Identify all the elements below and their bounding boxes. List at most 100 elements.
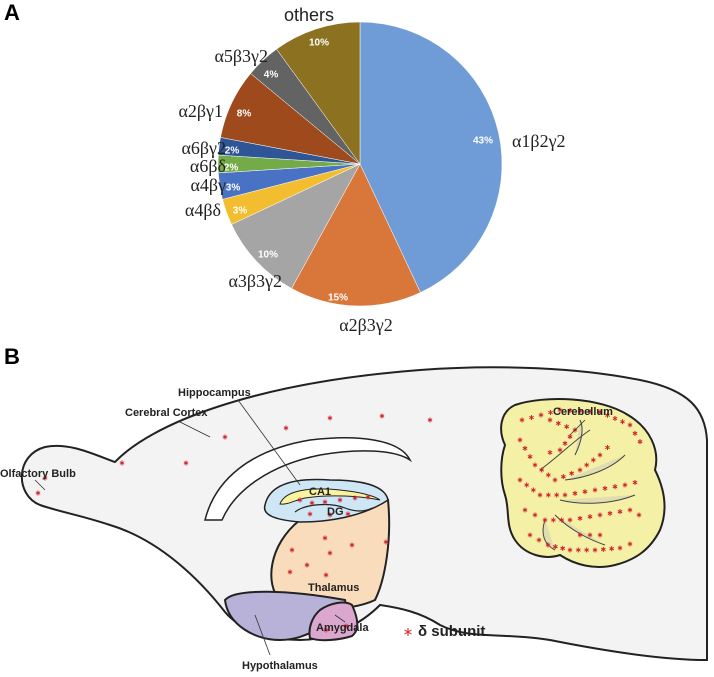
delta-marker	[577, 532, 583, 538]
value-label: 15%	[328, 293, 348, 304]
delta-marker	[609, 546, 615, 552]
delta-marker	[532, 512, 538, 518]
leader-line	[237, 399, 301, 486]
category-label: α2βγ1	[178, 101, 223, 121]
delta-marker	[575, 547, 581, 553]
delta-marker	[297, 497, 303, 503]
delta-marker	[323, 627, 329, 633]
delta-marker	[42, 475, 48, 481]
legend-label: δ subunit	[418, 623, 485, 640]
ventricle	[204, 437, 412, 521]
delta-marker	[562, 492, 568, 498]
delta-marker	[545, 472, 551, 478]
delta-marker	[527, 532, 533, 538]
delta-marker	[183, 460, 189, 466]
delta-marker	[379, 413, 385, 419]
value-label: 8%	[237, 109, 252, 120]
leader-line	[254, 614, 271, 656]
delta-marker	[307, 511, 313, 517]
value-label: 2%	[224, 163, 239, 174]
delta-marker	[632, 480, 638, 485]
delta-marker	[567, 547, 573, 553]
delta-marker	[545, 542, 551, 548]
delta-marker	[538, 412, 544, 418]
delta-marker	[627, 422, 633, 428]
delta-marker	[587, 532, 593, 538]
delta-marker	[539, 467, 545, 473]
category-label: α6βδ	[190, 156, 226, 176]
delta-marker	[552, 544, 558, 550]
delta-marker	[552, 477, 558, 483]
value-label: 4%	[264, 70, 279, 81]
delta-marker	[522, 507, 528, 513]
delta-marker	[587, 514, 593, 520]
region-label: Amygdala	[316, 622, 369, 634]
leader-line	[334, 614, 346, 623]
delta-marker	[602, 485, 608, 491]
ca1	[279, 488, 381, 505]
leader-line	[34, 479, 46, 491]
category-label: others	[284, 5, 334, 25]
delta-marker	[627, 507, 633, 513]
delta-marker	[119, 460, 125, 466]
delta-marker	[620, 419, 625, 425]
delta-marker	[545, 492, 551, 498]
delta-marker	[309, 500, 315, 506]
delta-marker	[522, 445, 528, 451]
value-label: 2%	[225, 146, 240, 157]
delta-marker	[35, 490, 41, 496]
delta-marker	[597, 452, 603, 458]
delta-marker	[617, 545, 623, 551]
delta-marker	[612, 416, 618, 421]
value-label: 10%	[309, 38, 329, 49]
delta-marker	[287, 569, 293, 575]
delta-marker	[536, 537, 542, 543]
delta-marker	[222, 434, 228, 440]
category-label: α6βγ2	[181, 138, 226, 158]
delta-marker	[577, 467, 583, 473]
delta-marker	[283, 425, 289, 431]
delta-marker	[590, 457, 596, 463]
cerebellum	[500, 398, 666, 568]
delta-marker	[527, 454, 533, 460]
delta-marker	[519, 417, 525, 423]
delta-marker	[343, 623, 349, 629]
delta-marker	[517, 477, 523, 483]
delta-marker	[550, 517, 556, 523]
delta-marker	[560, 545, 566, 551]
region-label: Olfactory Bulb	[0, 468, 76, 480]
delta-marker	[322, 499, 328, 505]
delta-marker	[592, 547, 598, 553]
delta-marker	[529, 415, 534, 420]
pie-slice	[231, 163, 361, 289]
delta-marker	[557, 447, 563, 453]
delta-marker	[289, 547, 295, 553]
delta-marker	[572, 490, 578, 496]
delta-marker	[577, 408, 583, 414]
delta-marker	[304, 562, 310, 568]
pie-chart: 43% α1β2γ215%α2β3γ210%α3β3γ23%α4βδ3%α4βγ2…	[178, 5, 565, 335]
amygdala	[308, 601, 359, 642]
pie-slice	[276, 21, 361, 165]
region-label: Thalamus	[308, 582, 359, 594]
delta-marker	[547, 450, 553, 455]
delta-marker	[597, 532, 603, 538]
leader-line	[569, 419, 586, 436]
delta-marker	[557, 407, 563, 413]
delta-marker	[517, 437, 523, 443]
region-label: DG	[327, 506, 344, 518]
delta-marker	[345, 511, 351, 517]
delta-marker	[587, 409, 593, 414]
delta-marker	[592, 487, 598, 493]
value-label: 10%	[258, 250, 278, 261]
brain-diagram: Olfactory Bulb Cerebral Cortex Hippocamp…	[0, 366, 708, 672]
region-label: Cerebral Cortex	[125, 407, 208, 419]
delta-marker	[532, 462, 538, 468]
value-label: 43%	[473, 136, 493, 147]
leader-line	[179, 421, 211, 438]
delta-marker	[567, 434, 573, 440]
delta-marker	[554, 492, 560, 498]
delta-marker	[597, 409, 603, 415]
delta-marker	[632, 430, 638, 436]
